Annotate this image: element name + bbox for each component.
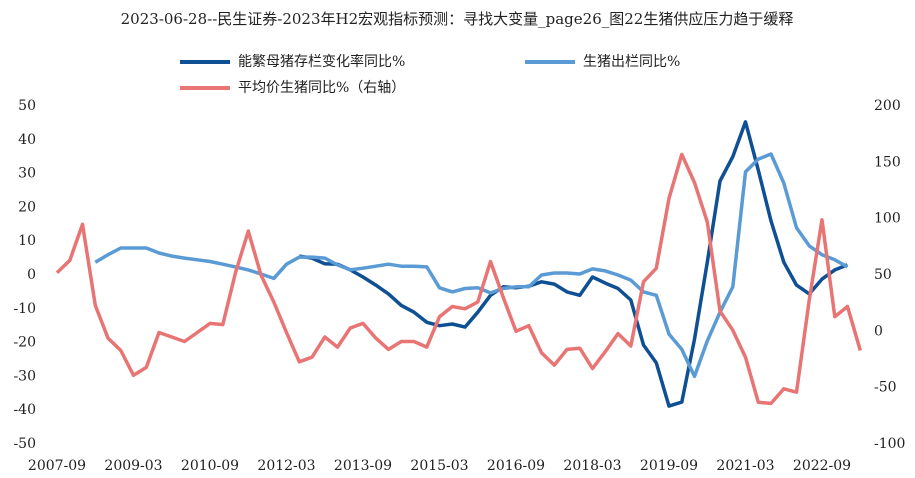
legend-label: 生猪出栏同比%	[583, 54, 680, 70]
x-tick-label: 2009-03	[104, 458, 162, 474]
x-tick-label: 2015-03	[410, 458, 468, 474]
x-tick-label: 2010-09	[181, 458, 239, 474]
y-tick-label: 40	[18, 132, 36, 148]
x-tick-label: 2013-09	[334, 458, 392, 474]
y2-tick-label: 100	[874, 211, 901, 227]
x-tick-label: 2018-03	[563, 458, 621, 474]
y-tick-label: -20	[13, 335, 36, 351]
x-tick-label: 2012-03	[257, 458, 315, 474]
x-tick-label: 2007-09	[28, 458, 86, 474]
y-tick-label: 0	[27, 267, 36, 283]
series-line	[55, 152, 862, 406]
x-tick-label: 2021-03	[716, 458, 774, 474]
y-tick-label: -10	[13, 301, 36, 317]
x-tick-label: 2016-09	[487, 458, 545, 474]
y2-tick-label: -50	[874, 380, 897, 396]
y2-tick-label: 0	[874, 323, 883, 339]
y-tick-label: 30	[18, 166, 36, 182]
y-tick-label: 50	[18, 98, 36, 114]
y-tick-label: 20	[18, 199, 36, 215]
y2-tick-label: -100	[874, 436, 905, 452]
y2-tick-label: 150	[874, 154, 901, 170]
series-line	[94, 152, 849, 379]
x-tick-label: 2022-09	[793, 458, 851, 474]
x-tick-label: 2019-09	[640, 458, 698, 474]
legend-label: 能繁母猪存栏变化率同比%	[238, 53, 405, 70]
chart-title: 2023-06-28--民生证券-2023年H2宏观指标预测：寻找大变量_pag…	[121, 10, 794, 28]
y-tick-label: -50	[13, 436, 36, 452]
y-tick-label: -40	[13, 402, 36, 418]
y-tick-label: -30	[13, 368, 36, 384]
y-tick-label: 10	[18, 233, 36, 249]
y2-tick-label: 50	[874, 267, 892, 283]
legend-label: 平均价生猪同比%（右轴）	[238, 80, 405, 96]
y2-tick-label: 200	[874, 98, 901, 114]
